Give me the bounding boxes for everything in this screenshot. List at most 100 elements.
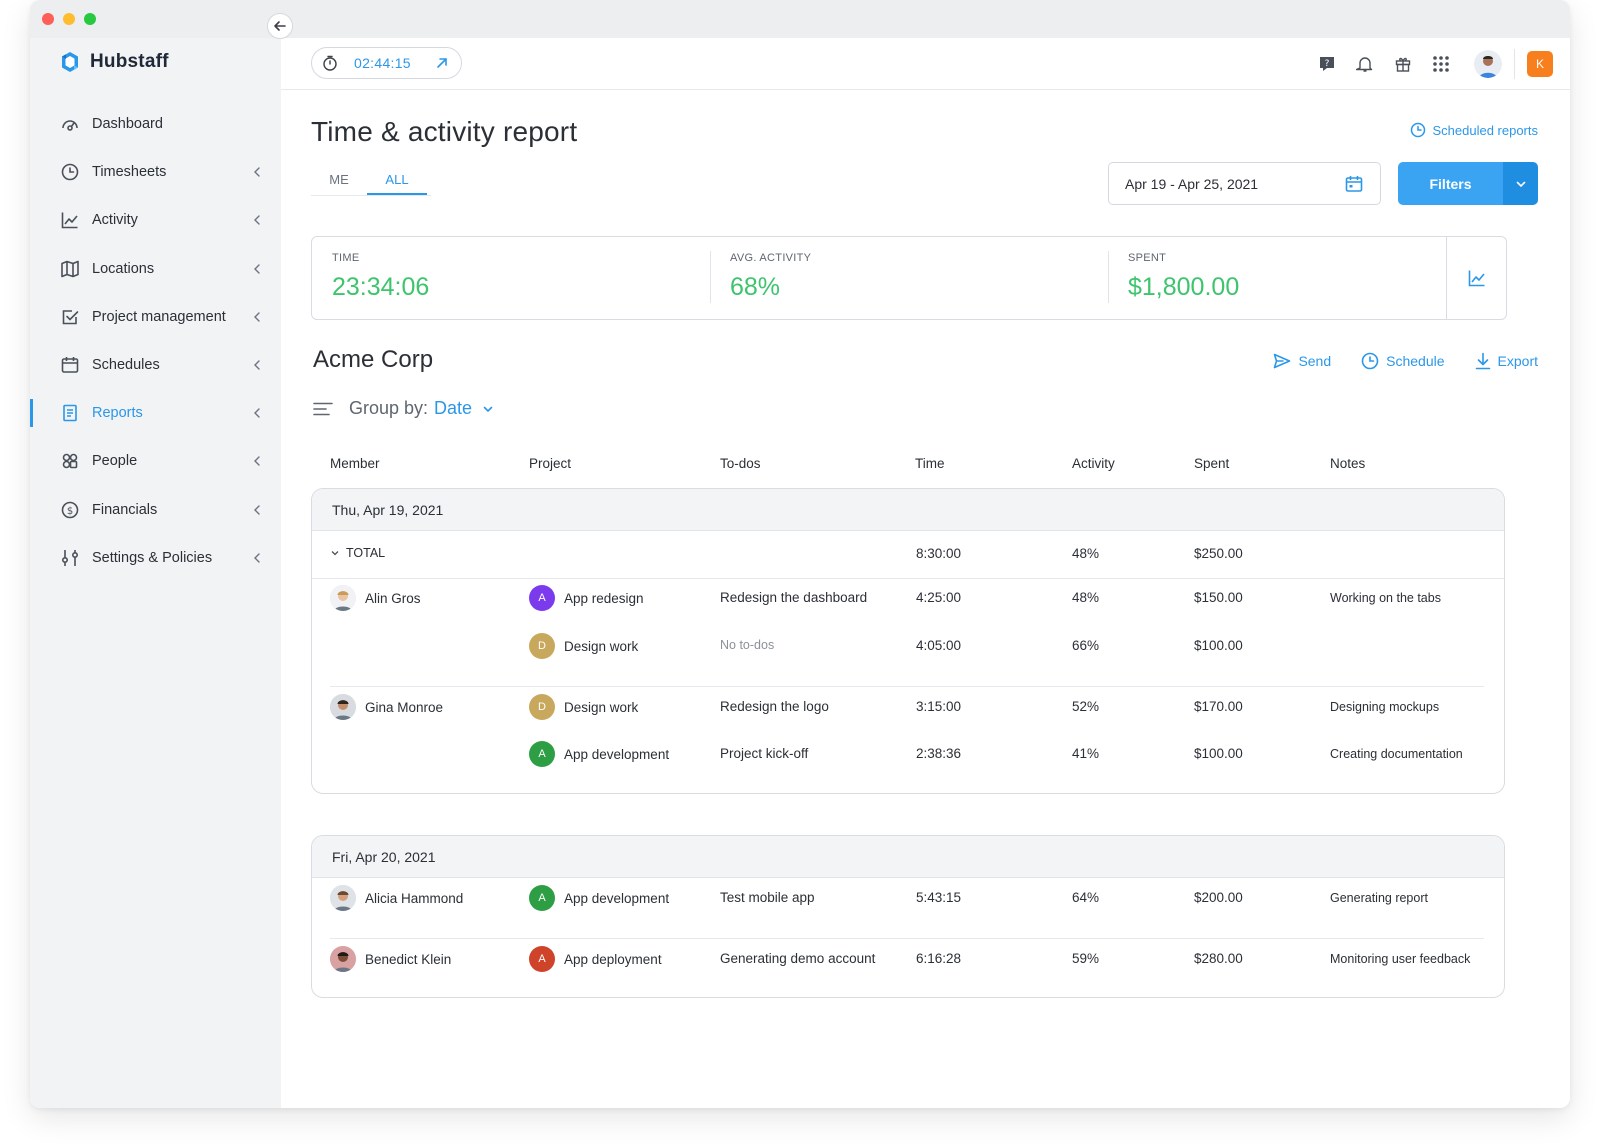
spent-cell: $280.00 <box>1194 951 1243 966</box>
page-title: Time & activity report <box>311 116 578 147</box>
project-cell[interactable]: A App development <box>529 741 669 767</box>
time-cell: 3:15:00 <box>916 699 962 714</box>
chevron-left-icon <box>251 310 263 324</box>
todo-cell: No to-dos <box>720 638 775 652</box>
member-cell[interactable]: Alin Gros <box>330 585 421 611</box>
activity-cell: 52% <box>1072 699 1100 714</box>
help-button[interactable]: ? <box>1308 45 1346 83</box>
todo-cell[interactable]: Test mobile app <box>720 890 815 905</box>
sidebar-item-activity[interactable]: Activity <box>30 196 281 244</box>
project-cell[interactable]: A App redesign <box>529 585 644 611</box>
todo-cell[interactable]: Project kick-off <box>720 746 809 761</box>
apps-button[interactable] <box>1422 45 1460 83</box>
sidebar-item-schedules[interactable]: Schedules <box>30 341 281 389</box>
member-name: Gina Monroe <box>365 699 444 715</box>
minimize-window-button[interactable] <box>63 13 75 25</box>
notes-cell: Designing mockups <box>1330 700 1440 714</box>
column-header-notes[interactable]: Notes <box>1330 456 1366 471</box>
spent-cell: $100.00 <box>1194 638 1243 653</box>
sidebar-item-financials[interactable]: $ Financials <box>30 486 281 534</box>
group-by-control[interactable]: Group by: Date <box>313 398 494 419</box>
bell-icon <box>1356 57 1373 72</box>
scheduled-reports-link[interactable]: Scheduled reports <box>1410 122 1538 138</box>
member-cell[interactable]: Benedict Klein <box>330 946 451 972</box>
project-name: App deployment <box>564 951 662 967</box>
sidebar-item-project-management[interactable]: Project management <box>30 293 281 341</box>
column-header-to-dos[interactable]: To-dos <box>720 456 761 471</box>
report-actions: Send Schedule Export <box>1273 352 1538 370</box>
top-bar: 02:44:15 ? K <box>281 38 1570 90</box>
table-row[interactable]: Alin Gros A App redesign Redesign the dashb… <box>312 578 1504 625</box>
member-cell[interactable]: Gina Monroe <box>330 694 443 720</box>
todo-cell[interactable]: Redesign the dashboard <box>720 590 868 605</box>
filters-dropdown-button[interactable] <box>1503 162 1538 205</box>
sidebar-item-locations[interactable]: Locations <box>30 245 281 293</box>
organization-name: Acme Corp <box>313 346 434 373</box>
column-header-project[interactable]: Project <box>529 456 572 471</box>
project-cell[interactable]: A App development <box>529 885 669 911</box>
collapse-sidebar-button[interactable] <box>267 13 293 39</box>
top-bar-divider <box>1514 49 1515 79</box>
schedule-button[interactable]: Schedule <box>1361 352 1445 370</box>
app-logo[interactable]: Hubstaff <box>58 50 169 74</box>
sidebar-item-people[interactable]: People <box>30 437 281 485</box>
row-divider <box>330 938 1484 939</box>
table-row[interactable]: A App development Project kick-off 2:38:36 4… <box>312 734 1504 781</box>
sidebar-item-reports[interactable]: Reports <box>30 389 281 437</box>
date-range-picker[interactable]: Apr 19 - Apr 25, 2021 <box>1108 162 1381 205</box>
table-row[interactable]: Alicia Hammond A App development Test mobil… <box>312 878 1504 925</box>
table-row[interactable]: Benedict Klein A App deployment Generating … <box>312 939 1504 986</box>
timer-widget[interactable]: 02:44:15 <box>311 47 462 79</box>
total-row[interactable]: TOTAL 8:30:00 48% $250.00 <box>312 531 1504 578</box>
summary-spent-value: $1,800.00 <box>1128 273 1240 301</box>
total-spent: $250.00 <box>1194 546 1243 561</box>
total-label: TOTAL <box>346 546 386 560</box>
column-header-member[interactable]: Member <box>330 456 380 471</box>
maximize-window-button[interactable] <box>84 13 96 25</box>
column-header-spent[interactable]: Spent <box>1194 456 1230 471</box>
gifts-button[interactable] <box>1384 45 1422 83</box>
date-range-value: Apr 19 - Apr 25, 2021 <box>1125 175 1259 192</box>
project-cell[interactable]: D Design work <box>529 694 638 720</box>
close-window-button[interactable] <box>42 13 54 25</box>
sidebar-item-timesheets[interactable]: Timesheets <box>30 148 281 196</box>
send-button[interactable]: Send <box>1273 352 1331 370</box>
sidebar-item-settings-policies[interactable]: Settings & Policies <box>30 534 281 582</box>
sidebar: Hubstaff Dashboard Timesheets Activity Loca… <box>30 38 281 1108</box>
total-toggle[interactable]: TOTAL <box>330 546 385 560</box>
org-switcher[interactable]: K <box>1527 51 1553 77</box>
export-button[interactable]: Export <box>1475 352 1538 370</box>
tab-all[interactable]: ALL <box>367 164 427 195</box>
notes-cell: Monitoring user feedback <box>1330 952 1471 966</box>
clock-icon <box>1361 352 1379 370</box>
todo-cell[interactable]: Generating demo account <box>720 951 876 966</box>
project-cell[interactable]: D Design work <box>529 633 638 659</box>
open-timer-icon[interactable] <box>435 56 449 70</box>
date-group-header: Thu, Apr 19, 2021 <box>312 489 1504 531</box>
date-group: Fri, Apr 20, 2021 Alicia Hammond A App deve… <box>311 835 1505 998</box>
sidebar-item-dashboard[interactable]: Dashboard <box>30 100 281 148</box>
filters-button-group: Filters <box>1398 162 1538 205</box>
clock-icon <box>1411 122 1426 138</box>
filters-button[interactable]: Filters <box>1398 162 1503 205</box>
calendar-icon <box>60 355 80 375</box>
project-name: App redesign <box>564 590 644 606</box>
arrow-left-icon <box>274 21 286 31</box>
project-badge: A <box>529 741 555 767</box>
project-cell[interactable]: A App deployment <box>529 946 662 972</box>
summary-spent: SPENT $1,800.00 <box>1108 237 1506 319</box>
column-header-time[interactable]: Time <box>915 456 945 471</box>
table-row[interactable]: D Design work No to-dos 4:05:00 66% $100.00 <box>312 626 1504 673</box>
column-header-activity[interactable]: Activity <box>1072 456 1115 471</box>
tab-me[interactable]: ME <box>329 172 349 187</box>
sidebar-item-label: Reports <box>92 405 143 422</box>
svg-text:$: $ <box>67 506 73 517</box>
project-name: App development <box>564 890 670 906</box>
member-cell[interactable]: Alicia Hammond <box>330 885 463 911</box>
notifications-button[interactable] <box>1346 45 1384 83</box>
table-row[interactable]: Gina Monroe D Design work Redesign the logo… <box>312 687 1504 734</box>
schedule-label: Schedule <box>1386 353 1445 369</box>
todo-cell[interactable]: Redesign the logo <box>720 699 829 714</box>
user-avatar[interactable] <box>1474 50 1502 78</box>
toggle-chart-button[interactable] <box>1446 237 1506 319</box>
